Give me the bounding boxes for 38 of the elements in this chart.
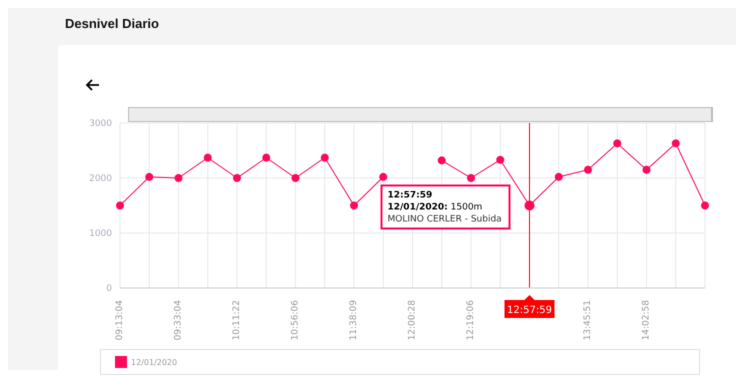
x-tick-label: 12:57:59 xyxy=(507,305,552,316)
x-tick-label: 09:33:04 xyxy=(174,300,184,340)
x-tick-label: 14:02:58 xyxy=(642,300,652,340)
point xyxy=(584,166,592,174)
chart-title: Desnivel Diario xyxy=(65,16,159,31)
point xyxy=(350,202,358,210)
point xyxy=(496,156,504,164)
point xyxy=(204,154,212,162)
point xyxy=(379,172,388,181)
point xyxy=(642,166,650,174)
point xyxy=(672,139,680,148)
y-tick-label: 3000 xyxy=(89,119,112,130)
legend-label: 12/01/2020 xyxy=(131,358,178,366)
y-tick-label: 0 xyxy=(106,284,112,294)
x-tick-label: 10:56:06 xyxy=(290,300,300,340)
x-tick-label: 12:00:28 xyxy=(408,300,418,340)
point xyxy=(320,154,329,162)
x-tick-label: 10:11:22 xyxy=(232,300,242,340)
annotation: MOLINO CERLER - Subida xyxy=(388,214,502,224)
point xyxy=(233,174,241,182)
point xyxy=(613,139,622,148)
y-tick-label: 2000 xyxy=(89,174,112,184)
point xyxy=(262,154,270,162)
point xyxy=(467,174,475,182)
x-tick-label: 13:45:51 xyxy=(583,300,593,340)
point xyxy=(292,174,300,182)
point xyxy=(174,174,182,182)
y-tick-label: 1000 xyxy=(89,229,112,240)
point xyxy=(701,202,709,210)
x-tick-label: 12:19:06 xyxy=(466,300,476,340)
point xyxy=(438,156,446,164)
point xyxy=(554,172,563,181)
x-tick-label: 11:38:09 xyxy=(349,300,359,340)
point xyxy=(116,202,124,210)
x-tick-label: 09:13:04 xyxy=(115,300,125,340)
category-label: 12:57:59 xyxy=(388,190,432,200)
annotation: 12/01/2020: 1500m xyxy=(388,202,482,212)
point xyxy=(145,172,154,181)
